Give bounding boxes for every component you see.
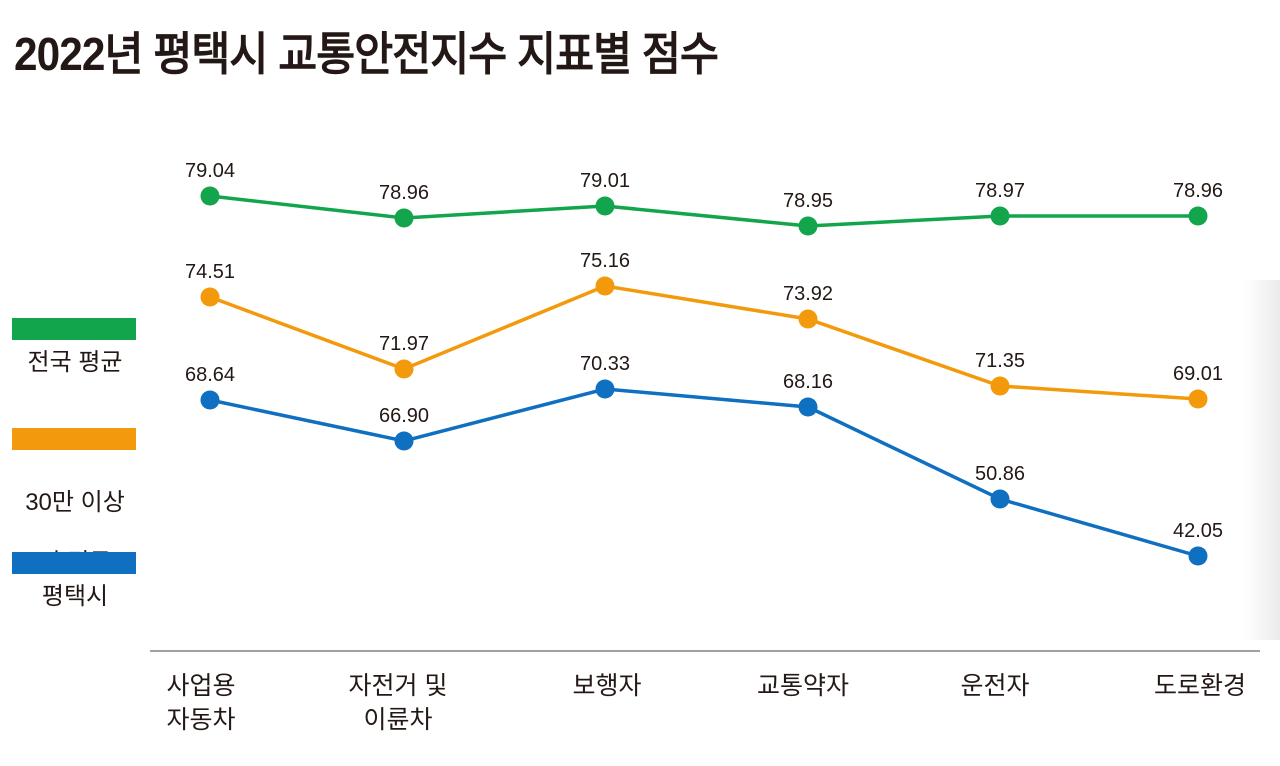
data-label: 74.51	[185, 261, 235, 283]
series-300k-city-average: 74.51 71.97 75.16 73.92 71.35 69.01	[185, 250, 1223, 409]
data-point	[394, 359, 414, 379]
data-label: 78.97	[975, 180, 1025, 202]
x-tick-label: 자전거 및	[349, 672, 448, 700]
legend-swatch-300k-city-average	[12, 428, 136, 450]
data-label: 50.86	[975, 463, 1025, 485]
x-tick-label: 사업용	[166, 672, 235, 700]
data-point	[1188, 389, 1208, 409]
series-pyeongtaek: 68.64 66.90 70.33 68.16 50.86 42.05	[185, 353, 1223, 566]
data-label: 78.95	[783, 190, 833, 212]
data-point	[200, 186, 220, 206]
series-national-average: 79.04 78.96 79.01 78.95 78.97 78.96	[185, 160, 1223, 236]
legend-item-pyeongtaek: 평택시	[12, 552, 138, 612]
legend-swatch-pyeongtaek	[12, 552, 136, 574]
data-label: 78.96	[1173, 180, 1223, 202]
data-label: 78.96	[379, 182, 429, 204]
data-label: 71.35	[975, 350, 1025, 372]
data-label: 42.05	[1173, 520, 1223, 542]
series-line-national-average	[209, 194, 1198, 228]
data-point	[394, 431, 414, 451]
data-point	[394, 208, 414, 228]
data-label: 68.16	[783, 371, 833, 393]
data-label: 79.04	[185, 160, 235, 182]
data-point	[595, 276, 615, 296]
data-label: 79.01	[580, 170, 630, 192]
legend-swatch-national-average	[12, 318, 136, 340]
data-point	[798, 309, 818, 329]
data-point	[990, 206, 1010, 226]
data-label: 75.16	[580, 250, 630, 272]
legend-item-national-average: 전국 평균	[12, 318, 138, 378]
series-line-pyeongtaek	[209, 387, 1199, 558]
legend-label-line: 30만 이상	[25, 489, 125, 516]
data-label: 73.92	[783, 283, 833, 305]
data-label: 66.90	[379, 405, 429, 427]
page-edge-shadow	[1244, 280, 1280, 640]
legend-label-pyeongtaek: 평택시	[41, 583, 109, 610]
data-point	[990, 489, 1010, 509]
data-point	[595, 379, 615, 399]
x-tick-label: 운전자	[960, 672, 1029, 700]
data-point	[1188, 546, 1208, 566]
data-label: 69.01	[1173, 363, 1223, 385]
x-tick-label: 교통약자	[757, 672, 849, 700]
data-label: 71.97	[379, 333, 429, 355]
legend-label-national-average: 전국 평균	[27, 349, 123, 376]
data-point	[200, 287, 220, 307]
data-point	[990, 376, 1010, 396]
data-point	[798, 216, 818, 236]
series-line-300k-city-average	[209, 284, 1199, 401]
x-tick-label: 보행자	[572, 672, 641, 700]
data-point	[1188, 206, 1208, 226]
x-tick-label: 자동차	[166, 706, 235, 734]
data-label: 70.33	[580, 353, 630, 375]
data-point	[200, 390, 220, 410]
data-label: 68.64	[185, 364, 235, 386]
data-point	[595, 196, 615, 216]
x-tick-label: 이륜차	[363, 706, 432, 734]
series-layer: 79.04 78.96 79.01 78.95 78.97 78.96 74.51 71.97…	[185, 160, 1223, 566]
x-tick-label: 도로환경	[1154, 672, 1246, 700]
chart-title: 2022년 평택시 교통안전지수 지표별 점수	[14, 28, 719, 80]
data-point	[798, 397, 818, 417]
